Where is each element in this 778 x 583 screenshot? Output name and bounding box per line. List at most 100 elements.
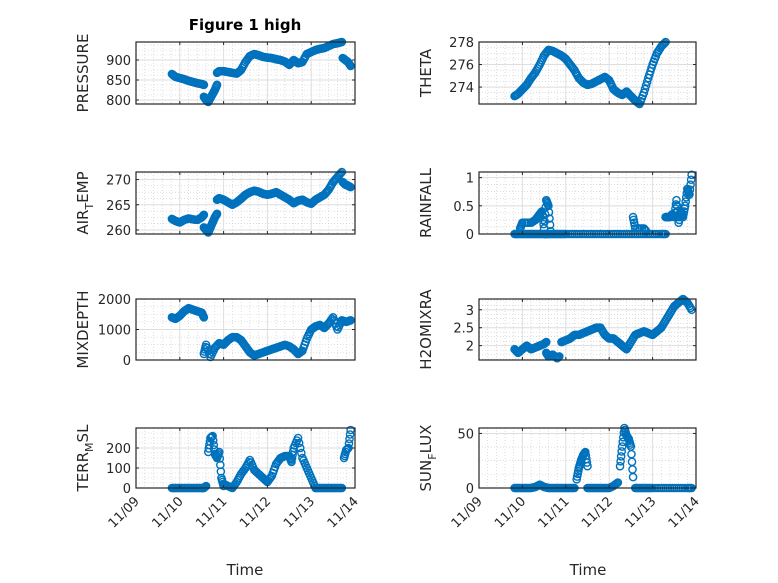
- subplot-sun_flux: 0 50 11/09 11/10 11/11 11/12 11/13 11/14 SUNFLUX: [417, 423, 703, 531]
- data-point: [295, 443, 305, 453]
- x-tick-label: 11/09: [449, 494, 486, 531]
- data-point: [346, 182, 355, 192]
- y-tick-label: 0: [466, 482, 474, 497]
- x-tick-label: 11/14: [666, 494, 703, 531]
- data-point: [667, 0, 674, 4]
- y-tick-label: 265: [106, 199, 131, 214]
- data-point: [544, 201, 553, 211]
- data-point: [673, 0, 680, 4]
- axes-box: [478, 41, 697, 105]
- data-point: [665, 0, 672, 4]
- x-tick-label: 11/12: [237, 494, 274, 531]
- axes-box: [135, 41, 356, 105]
- data-point: [680, 0, 687, 4]
- series-markers: [510, 0, 695, 109]
- data-point: [686, 0, 693, 4]
- data-point: [613, 478, 623, 487]
- data-point: [346, 425, 355, 435]
- y-tick-label: 900: [106, 54, 131, 69]
- data-point: [208, 436, 218, 445]
- subplot-theta: 274 276 278 THETA: [417, 0, 697, 109]
- y-tick-label: 2.5: [453, 322, 474, 337]
- y-tick-label: 0: [123, 354, 131, 369]
- y-tick-label: 200: [106, 442, 131, 457]
- y-tick-label: 2: [466, 340, 474, 355]
- plot-area: [479, 172, 696, 234]
- subplot-rainfall: 0 0.5 1 RAINFALL: [417, 167, 697, 243]
- series-markers: [167, 303, 355, 362]
- data-point: [544, 207, 554, 217]
- data-point: [583, 461, 592, 471]
- data-point: [546, 226, 555, 236]
- data-point: [688, 0, 695, 4]
- y-tick-label: 50: [457, 427, 474, 442]
- axes-box: [478, 171, 697, 235]
- data-point: [666, 0, 673, 4]
- data-point: [683, 0, 690, 4]
- data-point: [639, 88, 649, 98]
- x-tick-label: 11/13: [281, 494, 318, 531]
- data-point: [676, 0, 683, 4]
- data-point: [212, 209, 222, 219]
- data-point: [641, 81, 651, 90]
- y-axis-label: THETA: [417, 48, 435, 98]
- y-axis-label: PRESSURE: [74, 34, 92, 113]
- data-point: [686, 175, 696, 185]
- x-axis-label-right: Time: [569, 561, 607, 579]
- data-point: [670, 0, 677, 4]
- subplot-pressure: 800 850 900 PRESSURE: [74, 34, 356, 113]
- data-point: [677, 0, 684, 4]
- data-point: [346, 316, 355, 325]
- data-point: [293, 433, 303, 443]
- data-point: [659, 39, 668, 49]
- y-axis-label: AIRTEMP: [74, 171, 96, 234]
- data-point: [675, 0, 682, 4]
- data-point: [582, 458, 592, 467]
- axes-box: [135, 171, 356, 235]
- data-point: [671, 0, 678, 4]
- y-tick-label: 270: [106, 174, 131, 189]
- y-tick-label: 100: [106, 462, 131, 477]
- data-point: [208, 431, 217, 441]
- x-tick-label: 11/10: [492, 494, 529, 531]
- data-point: [336, 168, 346, 178]
- x-tick-label: 11/10: [150, 494, 187, 531]
- y-tick-label: 0.5: [453, 200, 474, 215]
- data-point: [687, 0, 694, 4]
- data-point: [628, 472, 638, 482]
- x-tick-label: 11/13: [622, 494, 659, 531]
- y-tick-label: 278: [449, 36, 474, 51]
- y-tick-label: 0: [123, 482, 131, 497]
- data-point: [686, 180, 695, 189]
- data-point: [199, 80, 209, 90]
- data-point: [672, 195, 681, 205]
- data-point: [344, 439, 354, 448]
- data-point: [615, 461, 625, 471]
- axes-box: [478, 427, 697, 489]
- data-point: [199, 210, 209, 220]
- data-point: [685, 0, 692, 4]
- x-tick-label: 11/11: [193, 494, 230, 531]
- data-point: [681, 197, 690, 206]
- data-point: [345, 434, 354, 444]
- data-point: [669, 0, 676, 4]
- data-point: [685, 190, 694, 199]
- y-axis-label: H2OMIXRA: [417, 289, 435, 370]
- data-point: [660, 38, 669, 48]
- data-point: [674, 0, 681, 4]
- series-markers: [167, 167, 355, 237]
- data-point: [209, 440, 219, 450]
- x-tick-label: 11/14: [325, 494, 362, 531]
- data-point: [672, 0, 679, 4]
- data-point: [678, 0, 685, 4]
- axes-box: [478, 298, 697, 361]
- y-tick-label: 3: [466, 304, 474, 319]
- x-axis-label-left: Time: [226, 561, 264, 579]
- x-tick-label: 11/12: [579, 494, 616, 531]
- subplot-mixdepth: 0 1000 2000 MIXDEPTH: [74, 290, 356, 369]
- data-point: [663, 0, 670, 4]
- data-point: [199, 312, 209, 322]
- y-axis-label: TERRMSL: [74, 424, 96, 493]
- y-axis-label: SUNFLUX: [417, 425, 439, 492]
